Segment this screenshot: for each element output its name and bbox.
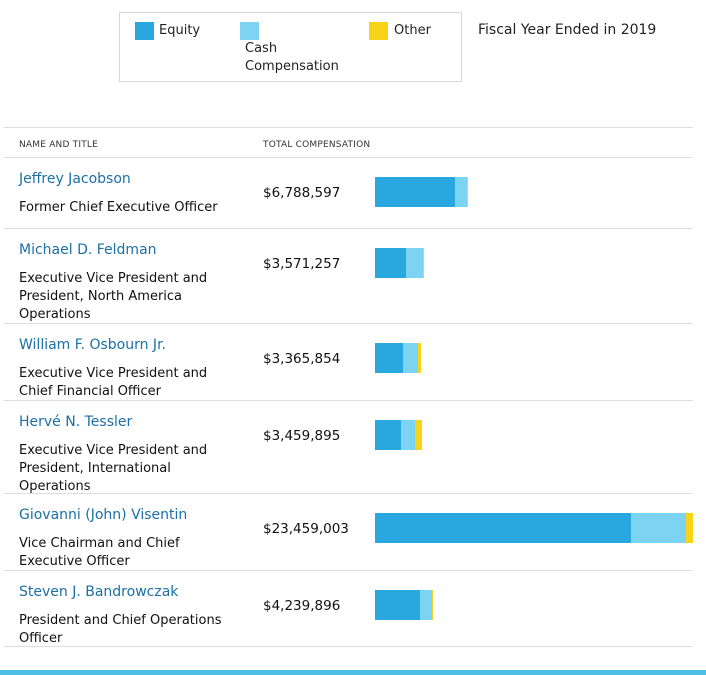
bar-segment-other [467, 177, 468, 207]
legend-swatch-equity [135, 22, 154, 40]
bar-segment-equity [375, 590, 420, 620]
legend-label-other: Other [394, 23, 431, 38]
legend-label-equity: Equity [159, 23, 201, 38]
executive-name-link[interactable]: Michael D. Feldman [19, 242, 157, 258]
total-compensation-value: $3,365,854 [263, 351, 341, 367]
bar-segment-equity [375, 343, 403, 373]
row-divider [4, 493, 693, 494]
row-divider [4, 570, 693, 571]
executive-title: Executive Vice President and President, … [19, 443, 208, 494]
bar-segment-other [418, 343, 421, 373]
executive-name-link[interactable]: Giovanni (John) Visentin [19, 507, 188, 523]
bar-segment-other [423, 248, 424, 278]
total-compensation-value: $4,239,896 [263, 598, 341, 614]
header-name-title: NAME AND TITLE [19, 140, 99, 150]
executive-title: Vice Chairman and Chief Executive Office… [19, 536, 180, 569]
fiscal-year-label: Fiscal Year Ended in 2019 [478, 22, 657, 38]
row-divider [4, 323, 693, 324]
executive-title: Executive Vice President and President, … [19, 271, 208, 322]
legend: Equity Cash Compensation Other [119, 12, 462, 82]
bar-segment-equity [375, 248, 406, 278]
compensation-bar [375, 513, 693, 543]
bar-segment-cash-compensation [406, 248, 423, 278]
bar-segment-cash-compensation [420, 590, 432, 620]
executive-name-link[interactable]: Hervé N. Tessler [19, 414, 133, 430]
compensation-bar [375, 420, 422, 450]
bar-segment-equity [375, 513, 631, 543]
executive-title: Executive Vice President and Chief Finan… [19, 366, 208, 399]
row-divider [4, 228, 693, 229]
total-compensation-value: $3,459,895 [263, 428, 341, 444]
compensation-bar [375, 177, 468, 207]
bar-segment-other [432, 590, 433, 620]
executive-title: Former Chief Executive Officer [19, 200, 218, 215]
bar-segment-cash-compensation [631, 513, 686, 543]
header-divider [4, 157, 693, 158]
bar-segment-cash-compensation [455, 177, 467, 207]
legend-swatch-other [369, 22, 388, 40]
bar-segment-equity [375, 177, 455, 207]
legend-label-cash: Cash Compensation [245, 41, 339, 74]
compensation-bar [375, 590, 433, 620]
header-total-compensation: TOTAL COMPENSATION [263, 140, 371, 150]
legend-item-other: Other [369, 22, 431, 40]
compensation-bar [375, 343, 421, 373]
executive-name-link[interactable]: William F. Osbourn Jr. [19, 337, 166, 353]
bar-segment-cash-compensation [401, 420, 415, 450]
total-compensation-value: $23,459,003 [263, 521, 349, 537]
bar-segment-equity [375, 420, 401, 450]
bottom-accent-band [0, 670, 706, 675]
bar-segment-other [686, 513, 693, 543]
legend-item-equity: Equity [135, 22, 200, 40]
row-divider [4, 400, 693, 401]
executive-name-link[interactable]: Jeffrey Jacobson [19, 171, 131, 187]
table-top-divider [4, 127, 693, 128]
compensation-bar [375, 248, 424, 278]
legend-swatch-cash [240, 22, 259, 40]
bar-segment-other [415, 420, 422, 450]
total-compensation-value: $3,571,257 [263, 256, 341, 272]
legend-item-cash: Cash Compensation [240, 22, 355, 76]
executive-title: President and Chief Operations Officer [19, 613, 222, 646]
row-divider [4, 646, 693, 647]
executive-name-link[interactable]: Steven J. Bandrowczak [19, 584, 179, 600]
total-compensation-value: $6,788,597 [263, 185, 341, 201]
bar-segment-cash-compensation [403, 343, 418, 373]
